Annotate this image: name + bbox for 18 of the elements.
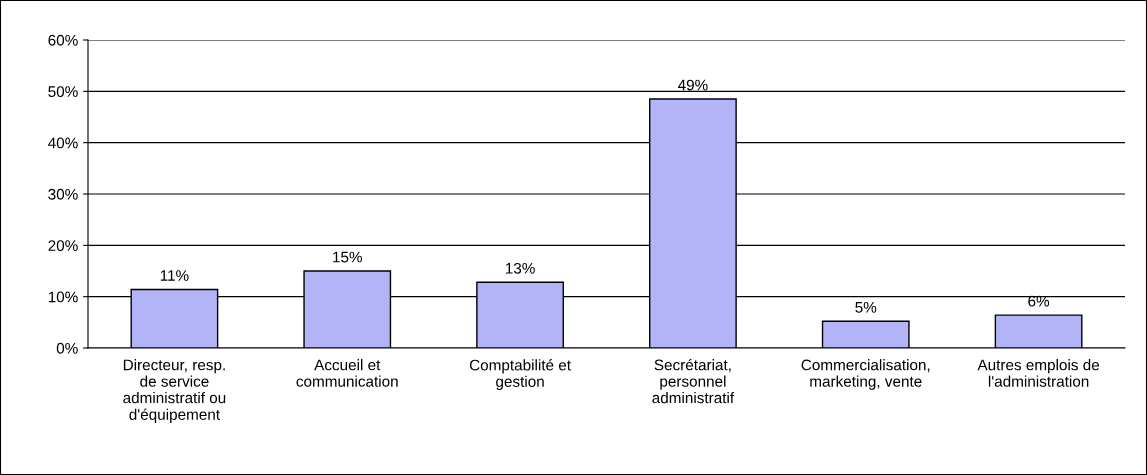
y-tick-label: 0%	[56, 342, 78, 354]
y-tick-label: 40%	[48, 137, 78, 149]
data-label: 15%	[333, 251, 362, 263]
x-tick-label: Comptabilité et gestion	[469, 359, 571, 390]
y-tick-label: 10%	[48, 291, 78, 303]
x-tick-label: Accueil et communication	[296, 359, 398, 387]
y-tick-label: 50%	[48, 86, 78, 98]
y-tick-label: 30%	[48, 188, 78, 200]
x-tick-label: Autres emplois de l'administration	[977, 359, 1100, 387]
y-tick-label: 60%	[48, 34, 78, 46]
data-label: 11%	[160, 270, 189, 281]
x-tick-label: Secrétariat, personnel administratif	[652, 358, 735, 404]
data-label: 13%	[505, 262, 535, 274]
data-label: 5%	[855, 301, 877, 313]
x-tick-label: Commercialisation, marketing, vente	[801, 359, 930, 390]
x-tick-label: Directeur, resp. de service administratif ou d'équipement	[123, 359, 226, 423]
y-tick-label: 20%	[48, 240, 78, 252]
data-label: 49%	[677, 79, 708, 91]
